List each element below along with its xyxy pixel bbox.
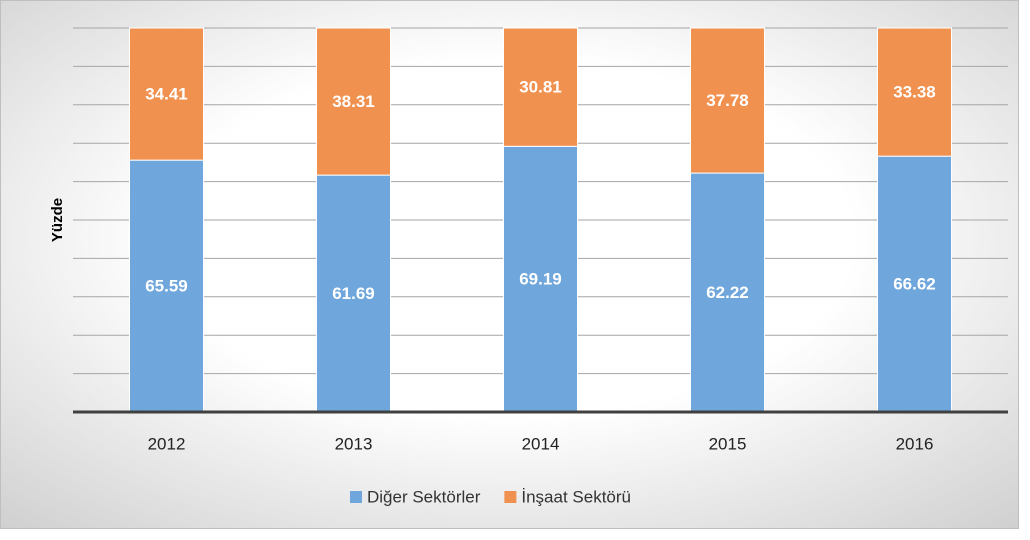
bar-segment — [503, 27, 578, 147]
data-label: 66.62 — [893, 275, 936, 294]
legend-swatch — [504, 491, 517, 503]
bar-segment — [129, 27, 204, 161]
data-label: 61.69 — [332, 284, 375, 303]
x-tick-label: 2016 — [896, 434, 934, 453]
bar-segment — [129, 159, 204, 413]
data-label: 33.38 — [893, 83, 936, 102]
data-label: 62.22 — [706, 283, 749, 302]
legend-label: İnşaat Sektörü — [521, 487, 631, 506]
x-tick-label: 2014 — [522, 434, 560, 453]
legend-swatch — [350, 491, 362, 503]
x-tick-label: 2015 — [709, 434, 747, 453]
bar-segment — [503, 145, 578, 413]
legend-label: Diğer Sektörler — [367, 487, 481, 506]
data-label: 69.19 — [519, 270, 562, 289]
x-tick-label: 2012 — [148, 434, 186, 453]
bar-segment — [690, 27, 765, 174]
bar-segment — [690, 172, 765, 413]
bar-segment — [316, 27, 391, 176]
x-tick-label: 2013 — [335, 434, 373, 453]
data-label: 34.41 — [145, 85, 188, 104]
data-label: 37.78 — [706, 91, 749, 110]
bar-segment — [316, 174, 391, 413]
data-label: 30.81 — [519, 78, 562, 97]
data-label: 65.59 — [145, 277, 188, 296]
y-axis-label: Yüzde — [49, 198, 66, 242]
bar-segment — [877, 27, 952, 157]
data-label: 38.31 — [332, 92, 375, 111]
bar-segment — [877, 155, 952, 413]
